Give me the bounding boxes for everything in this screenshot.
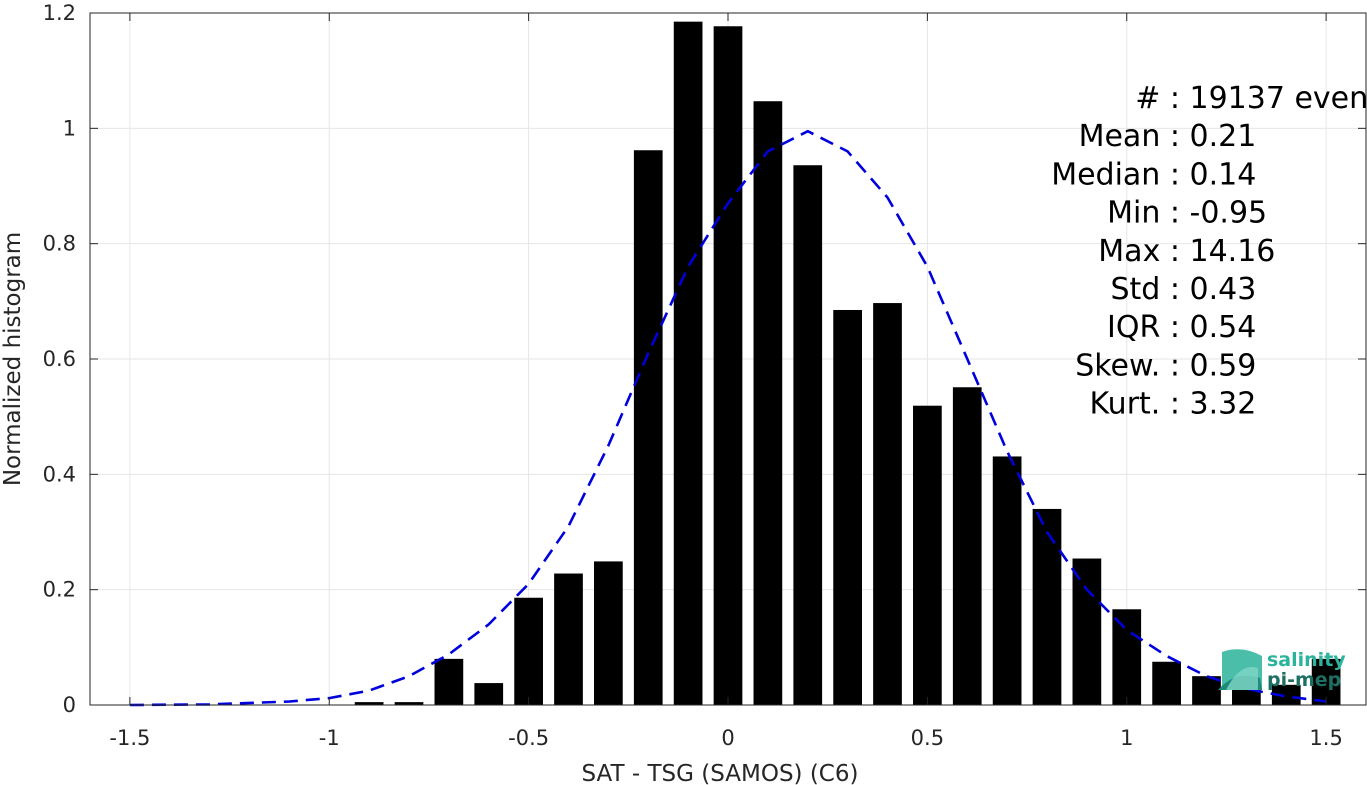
stat-line: Kurt. : 3.32 (1090, 387, 1257, 422)
histogram-bar (1192, 676, 1221, 705)
histogram-bar (713, 26, 743, 706)
axis-ticks (90, 12, 1366, 706)
histogram-bar (1232, 688, 1261, 705)
x-tick-label: -1 (319, 726, 340, 750)
histogram-bar (1072, 558, 1102, 705)
histogram-bar (913, 405, 942, 705)
histogram-bar (554, 573, 583, 705)
fit-curve (129, 129, 1327, 707)
histogram-bar (1112, 609, 1142, 705)
x-tick-label: -1.5 (109, 726, 150, 750)
stat-line: IQR : 0.54 (1107, 310, 1256, 345)
y-tick-label: 1.2 (43, 1, 76, 25)
histogram-bar (1032, 508, 1062, 705)
x-tick-labels: -1.5 -1 -0.5 0 0.5 1 1.5 (109, 726, 1342, 750)
y-tick-label: 1 (63, 116, 76, 140)
stat-line: Skew. : 0.59 (1075, 348, 1256, 383)
histogram-bar (952, 387, 982, 705)
x-tick-label: -0.5 (508, 726, 549, 750)
y-tick-label: 0.2 (43, 578, 76, 602)
histogram-bar (514, 597, 543, 705)
y-tick-labels: 0 0.2 0.4 0.6 0.8 1 1.2 (43, 1, 76, 717)
logo-line2: pi-mep (1267, 669, 1341, 691)
wave-logo-icon (1218, 649, 1262, 690)
logo-line1: salinity (1267, 649, 1346, 671)
x-tick-label: 1 (1120, 726, 1133, 750)
x-axis-label: SAT - TSG (SAMOS) (C6) (582, 761, 859, 785)
histogram-bar (673, 21, 703, 705)
histogram-bar (793, 165, 823, 706)
histogram-bars (354, 21, 1341, 706)
y-tick-label: 0.4 (43, 462, 76, 486)
stat-line: Std : 0.43 (1111, 272, 1257, 307)
x-tick-label: 1.5 (1309, 726, 1342, 750)
histogram-bar (1152, 661, 1181, 705)
histogram-bar (833, 309, 862, 705)
stat-line: # : 19137 events (1135, 81, 1367, 116)
y-tick-label: 0.6 (43, 347, 76, 371)
histogram-bar (354, 702, 384, 705)
stat-line: Min : -0.95 (1107, 196, 1267, 231)
histogram-bar (753, 101, 783, 706)
histogram-bar (394, 702, 424, 705)
salinity-pi-mep-logo: salinity pi-mep (1218, 649, 1346, 691)
stat-line: Max : 14.16 (1098, 234, 1275, 269)
y-tick-label: 0 (63, 693, 76, 717)
x-tick-label: 0 (721, 726, 734, 750)
histogram-bar (474, 683, 504, 705)
y-tick-label: 0.8 (43, 232, 76, 256)
x-tick-label: 0.5 (911, 726, 944, 750)
histogram-bar (434, 658, 464, 705)
histogram-bar (873, 303, 902, 705)
histogram-bar (633, 150, 663, 705)
stat-line: Median : 0.14 (1051, 157, 1256, 192)
y-axis-label: Normalized histogram (0, 232, 26, 486)
histogram-bar (1271, 684, 1301, 705)
histogram-bar (992, 456, 1022, 705)
histogram-bar (594, 561, 623, 705)
stat-line: Mean : 0.21 (1079, 119, 1257, 154)
